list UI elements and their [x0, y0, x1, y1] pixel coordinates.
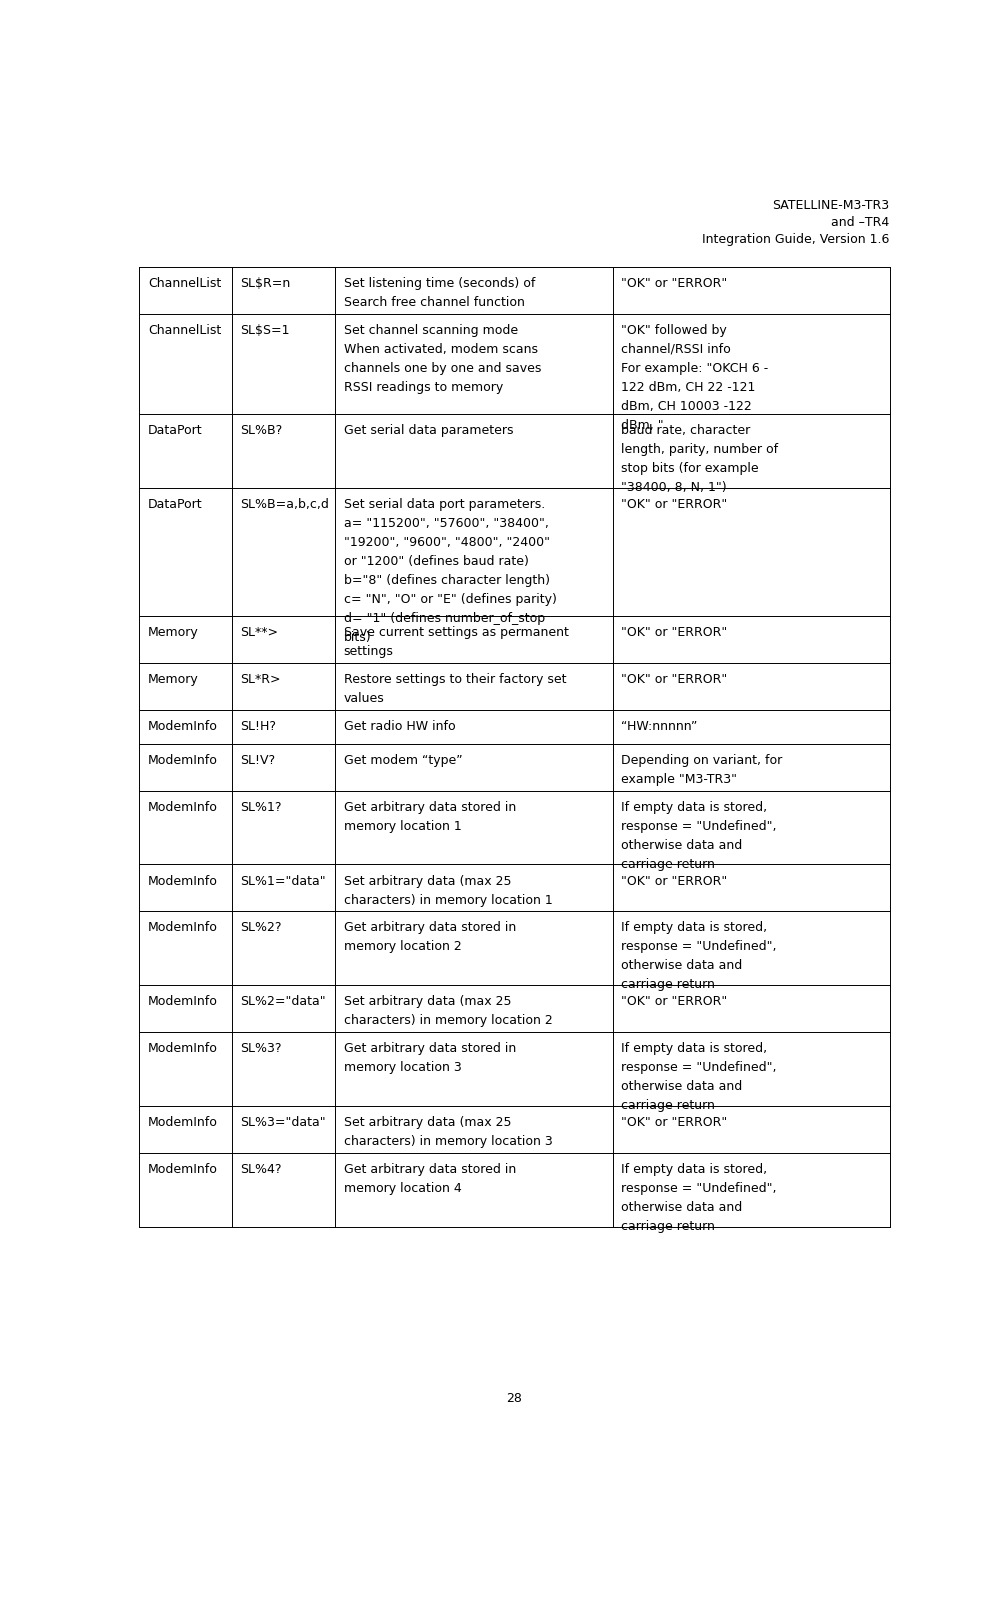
Text: SL!H?: SL!H?: [240, 721, 276, 733]
Text: SL!V?: SL!V?: [240, 754, 275, 767]
Text: SATELLINE-M3-TR3
and –TR4
Integration Guide, Version 1.6: SATELLINE-M3-TR3 and –TR4 Integration Gu…: [701, 198, 889, 245]
Text: ModemInfo: ModemInfo: [147, 922, 218, 935]
Text: DataPort: DataPort: [147, 424, 203, 437]
Text: ModemInfo: ModemInfo: [147, 1164, 218, 1177]
Text: Set arbitrary data (max 25
characters) in memory location 1: Set arbitrary data (max 25 characters) i…: [343, 874, 552, 906]
Text: Set serial data port parameters.
a= "115200", "57600", "38400",
"19200", "9600",: Set serial data port parameters. a= "115…: [343, 498, 556, 645]
Text: SL%3?: SL%3?: [240, 1043, 282, 1056]
Text: Get arbitrary data stored in
memory location 1: Get arbitrary data stored in memory loca…: [343, 801, 516, 832]
Text: "OK" or "ERROR": "OK" or "ERROR": [621, 874, 727, 888]
Text: ModemInfo: ModemInfo: [147, 995, 218, 1009]
Text: If empty data is stored,
response = "Undefined",
otherwise data and
carriage ret: If empty data is stored, response = "Und…: [621, 922, 776, 991]
Text: Get modem “type”: Get modem “type”: [343, 754, 462, 767]
Text: SL%B?: SL%B?: [240, 424, 282, 437]
Text: ModemInfo: ModemInfo: [147, 754, 218, 767]
Text: SL%3="data": SL%3="data": [240, 1116, 326, 1130]
Text: ModemInfo: ModemInfo: [147, 874, 218, 888]
Text: Save current settings as permanent
settings: Save current settings as permanent setti…: [343, 625, 568, 658]
Text: ModemInfo: ModemInfo: [147, 1043, 218, 1056]
Text: SL*R>: SL*R>: [240, 674, 281, 687]
Text: "OK" or "ERROR": "OK" or "ERROR": [621, 498, 727, 511]
Text: SL$R=n: SL$R=n: [240, 277, 290, 290]
Text: ModemInfo: ModemInfo: [147, 1116, 218, 1130]
Text: Memory: Memory: [147, 674, 199, 687]
Text: ModemInfo: ModemInfo: [147, 801, 218, 814]
Text: SL%1="data": SL%1="data": [240, 874, 326, 888]
Text: SL%B=a,b,c,d: SL%B=a,b,c,d: [240, 498, 329, 511]
Text: "OK" or "ERROR": "OK" or "ERROR": [621, 995, 727, 1009]
Text: Get arbitrary data stored in
memory location 2: Get arbitrary data stored in memory loca…: [343, 922, 516, 953]
Text: "OK" or "ERROR": "OK" or "ERROR": [621, 1116, 727, 1130]
Text: SL$S=1: SL$S=1: [240, 324, 290, 337]
Text: "OK" or "ERROR": "OK" or "ERROR": [621, 277, 727, 290]
Text: Set listening time (seconds) of
Search free channel function: Set listening time (seconds) of Search f…: [343, 277, 535, 308]
Text: Get arbitrary data stored in
memory location 4: Get arbitrary data stored in memory loca…: [343, 1164, 516, 1194]
Text: “HW:nnnnn”: “HW:nnnnn”: [621, 721, 697, 733]
Text: DataPort: DataPort: [147, 498, 203, 511]
Text: Set arbitrary data (max 25
characters) in memory location 2: Set arbitrary data (max 25 characters) i…: [343, 995, 552, 1027]
Text: If empty data is stored,
response = "Undefined",
otherwise data and
carriage ret: If empty data is stored, response = "Und…: [621, 1164, 776, 1233]
Text: ModemInfo: ModemInfo: [147, 721, 218, 733]
Text: ChannelList: ChannelList: [147, 324, 221, 337]
Text: Memory: Memory: [147, 625, 199, 640]
Text: baud rate, character
length, parity, number of
stop bits (for example
"38400, 8,: baud rate, character length, parity, num…: [621, 424, 777, 495]
Text: Get serial data parameters: Get serial data parameters: [343, 424, 513, 437]
Text: Get radio HW info: Get radio HW info: [343, 721, 455, 733]
Text: SL%2="data": SL%2="data": [240, 995, 326, 1009]
Text: If empty data is stored,
response = "Undefined",
otherwise data and
carriage ret: If empty data is stored, response = "Und…: [621, 1043, 776, 1112]
Text: ChannelList: ChannelList: [147, 277, 221, 290]
Text: Set arbitrary data (max 25
characters) in memory location 3: Set arbitrary data (max 25 characters) i…: [343, 1116, 552, 1148]
Text: Restore settings to their factory set
values: Restore settings to their factory set va…: [343, 674, 566, 704]
Text: Depending on variant, for
example "M3-TR3": Depending on variant, for example "M3-TR…: [621, 754, 781, 785]
Text: SL%4?: SL%4?: [240, 1164, 282, 1177]
Text: "OK" followed by
channel/RSSI info
For example: "OKCH 6 -
122 dBm, CH 22 -121
dB: "OK" followed by channel/RSSI info For e…: [621, 324, 768, 432]
Text: SL%2?: SL%2?: [240, 922, 282, 935]
Text: "OK" or "ERROR": "OK" or "ERROR": [621, 674, 727, 687]
Text: If empty data is stored,
response = "Undefined",
otherwise data and
carriage ret: If empty data is stored, response = "Und…: [621, 801, 776, 870]
Text: Get arbitrary data stored in
memory location 3: Get arbitrary data stored in memory loca…: [343, 1043, 516, 1074]
Text: SL%1?: SL%1?: [240, 801, 282, 814]
Text: SL**>: SL**>: [240, 625, 278, 640]
Text: "OK" or "ERROR": "OK" or "ERROR": [621, 625, 727, 640]
Text: 28: 28: [507, 1393, 522, 1406]
Text: Set channel scanning mode
When activated, modem scans
channels one by one and sa: Set channel scanning mode When activated…: [343, 324, 541, 393]
